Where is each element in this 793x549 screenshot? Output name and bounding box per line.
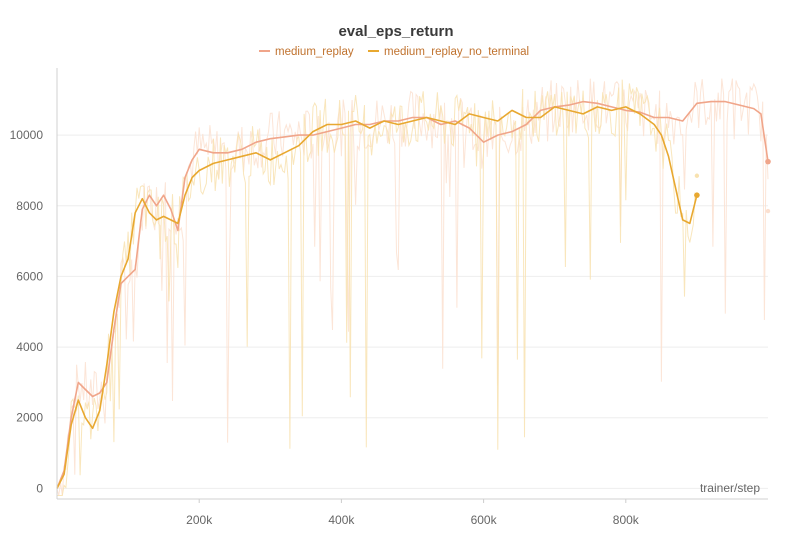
grid-lines xyxy=(57,134,768,503)
raw-end-point-medium-replay-no-terminal xyxy=(694,173,700,178)
x-tick-label: 800k xyxy=(613,513,640,527)
y-tick-label: 0 xyxy=(36,481,43,495)
legend: medium_replay medium_replay_no_terminal xyxy=(259,46,529,58)
x-tick-labels: 200k 400k 600k 800k xyxy=(186,513,640,527)
x-axis-label: trainer/step xyxy=(700,481,760,495)
series-end-point-medium-replay-no-terminal xyxy=(694,192,700,198)
y-tick-label: 10000 xyxy=(10,128,44,142)
legend-label-medium-replay-no-terminal: medium_replay_no_terminal xyxy=(384,46,529,58)
series-layer xyxy=(56,100,771,489)
y-tick-label: 2000 xyxy=(16,411,43,425)
y-tick-label: 4000 xyxy=(16,340,43,354)
raw-series-layer xyxy=(56,78,769,496)
raw-line-medium-replay-no-terminal xyxy=(57,79,698,496)
y-tick-label: 6000 xyxy=(16,269,43,283)
raw-end-point-medium-replay xyxy=(765,208,771,214)
axes xyxy=(56,68,768,500)
legend-item-medium-replay-no-terminal[interactable]: medium_replay_no_terminal xyxy=(368,46,529,58)
legend-label-medium-replay: medium_replay xyxy=(275,46,354,58)
x-tick-label: 600k xyxy=(471,513,498,527)
y-tick-label: 8000 xyxy=(16,199,43,213)
chart-title: eval_eps_return xyxy=(338,23,453,40)
x-tick-label: 200k xyxy=(186,513,213,527)
legend-item-medium-replay[interactable]: medium_replay xyxy=(259,46,354,58)
series-end-point-medium-replay xyxy=(765,158,771,165)
y-tick-labels: 0 2000 4000 6000 8000 10000 xyxy=(10,128,44,495)
x-tick-label: 400k xyxy=(328,513,355,527)
series-line-medium-replay-no-terminal xyxy=(56,106,698,489)
